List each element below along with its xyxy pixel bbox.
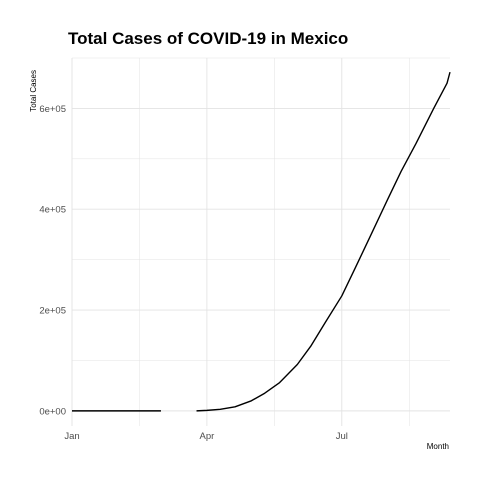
x-axis-title: Month <box>427 442 449 451</box>
y-axis-title: Total Cases <box>29 70 38 112</box>
series-layer <box>72 71 451 412</box>
y-tick-label: 0e+00 <box>39 406 66 417</box>
x-tick-label: Apr <box>199 431 214 442</box>
y-tick-label: 4e+05 <box>39 205 66 216</box>
series-line <box>196 71 451 412</box>
x-tick-label: Jan <box>64 431 79 442</box>
tick-labels: 0e+00 2e+05 4e+05 6e+05 Jan Apr Jul <box>39 104 348 442</box>
chart-title: Total Cases of COVID-19 in Mexico <box>68 29 348 48</box>
x-tick-label: Jul <box>336 431 348 442</box>
y-tick-label: 6e+05 <box>39 104 66 115</box>
grid-lines <box>71 57 450 426</box>
y-tick-label: 2e+05 <box>39 306 66 317</box>
